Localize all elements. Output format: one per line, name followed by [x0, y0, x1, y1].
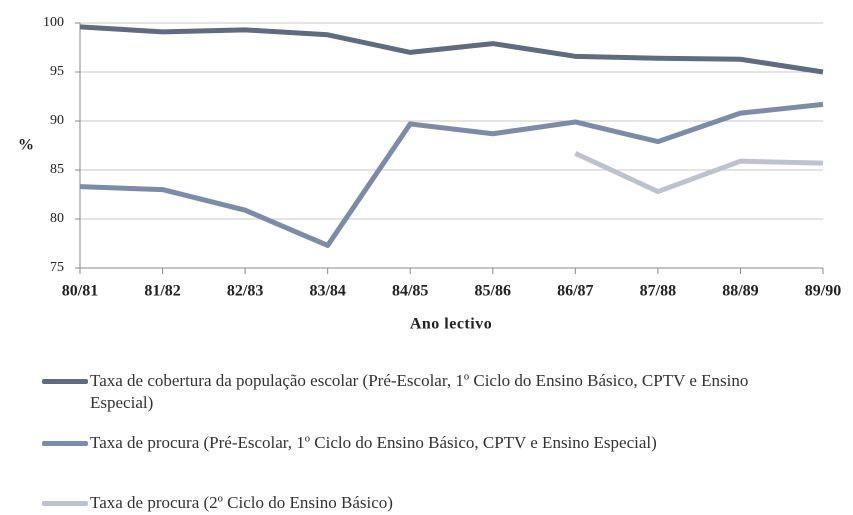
series-line: [79, 24, 824, 75]
x-tick-label: 81/82: [144, 283, 180, 300]
x-tick-label: 88/89: [722, 283, 758, 300]
legend-swatch: [42, 379, 88, 384]
y-tick-label: 95: [50, 64, 64, 79]
y-tick-label: 90: [50, 113, 64, 128]
series-line: [574, 151, 824, 195]
x-tick-label: 86/87: [557, 283, 593, 300]
x-tick-label: 85/86: [475, 283, 511, 300]
y-axis-label: %: [18, 137, 34, 154]
x-tick-label: 80/81: [62, 283, 98, 300]
legend-item: Taxa de procura (2º Ciclo do Ensino Bási…: [42, 492, 832, 514]
y-tick-label: 100: [43, 15, 64, 30]
y-tick-label: 80: [50, 211, 64, 226]
x-tick-label: 84/85: [392, 283, 428, 300]
x-tick-label: 82/83: [227, 283, 263, 300]
x-tick-label: 89/90: [805, 283, 841, 300]
x-tick-label: 87/88: [640, 283, 676, 300]
legend-item: Taxa de procura (Pré-Escolar, 1º Ciclo d…: [42, 432, 832, 454]
legend-label: Taxa de procura (2º Ciclo do Ensino Bási…: [90, 493, 393, 512]
x-tick-label: 83/84: [309, 283, 345, 300]
legend-item: Taxa de cobertura da população escolar (…: [42, 370, 832, 414]
y-tick-label: 85: [50, 162, 64, 177]
legend-swatch: [42, 441, 88, 446]
legend-label: Taxa de cobertura da população escolar (…: [90, 371, 749, 412]
y-tick-label: 75: [50, 260, 64, 275]
legend-swatch: [42, 501, 88, 506]
x-axis-label: Ano lectivo: [410, 316, 492, 333]
series-line: [79, 101, 824, 248]
chart: % Ano lectivo 75 80 85 90 95 100 80/81 81/82 82/…: [18, 15, 841, 333]
legend-label: Taxa de procura (Pré-Escolar, 1º Ciclo d…: [90, 433, 657, 452]
